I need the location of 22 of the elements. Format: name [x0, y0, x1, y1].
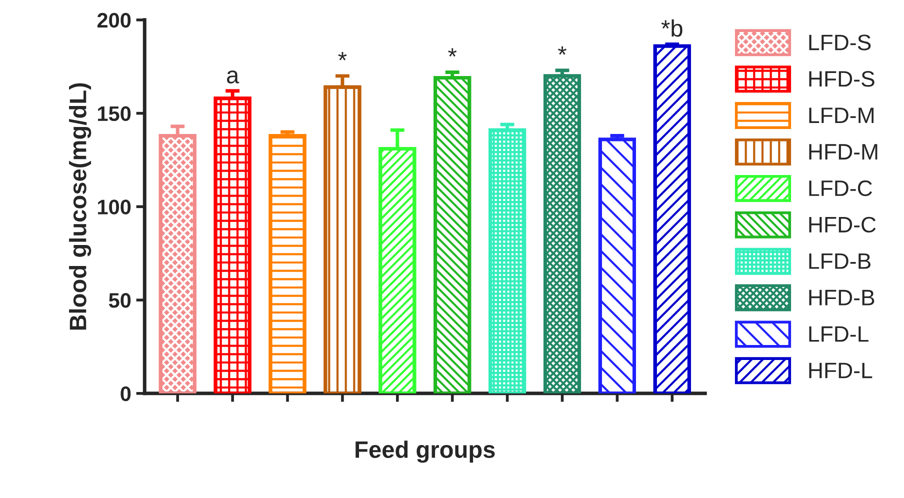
legend-label: LFD-B: [809, 253, 870, 269]
annotation: a: [226, 70, 240, 84]
legend-label: HFD-B: [809, 290, 874, 306]
legend-label: HFD-L: [809, 362, 872, 378]
y-tick-label: 0: [120, 386, 131, 402]
legend-label: HFD-S: [809, 71, 874, 87]
annotation: *: [558, 46, 566, 55]
legend-label: LFD-L: [809, 326, 868, 342]
y-tick-label: 200: [97, 12, 131, 28]
y-tick-label: 150: [98, 106, 131, 122]
annotation: *: [338, 52, 347, 60]
legend-label: HFD-M: [809, 144, 878, 160]
y-axis-title: Blood glucose(mg/dL): [69, 83, 92, 330]
annotation: *b: [661, 19, 682, 37]
annotation: *: [448, 48, 457, 57]
y-tick-label: 100: [98, 200, 131, 214]
legend-label: LFD-M: [809, 108, 874, 124]
legend-label: HFD-C: [809, 216, 876, 233]
x-axis-title: Feed groups: [356, 440, 495, 463]
legend-label: LFD-C: [809, 180, 872, 196]
legend-label: LFD-S: [809, 34, 871, 50]
y-tick-label: 50: [108, 293, 131, 308]
